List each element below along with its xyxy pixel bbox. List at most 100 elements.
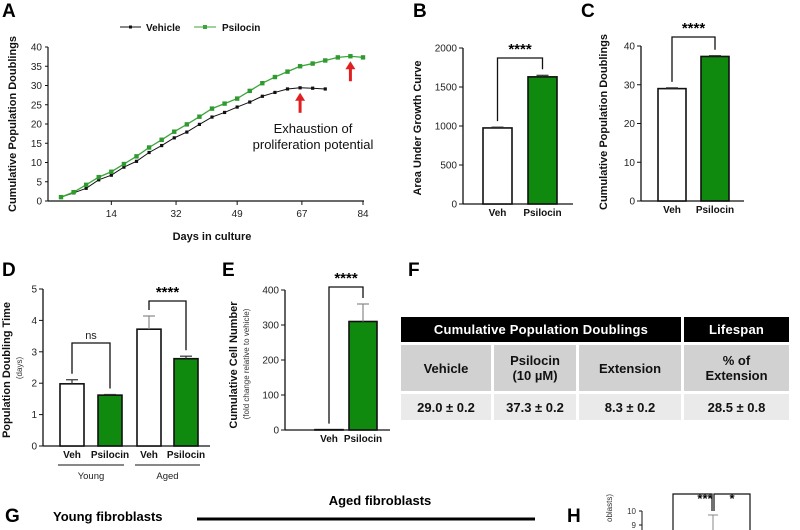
table-header-row: Cumulative Population Doublings Lifespan xyxy=(401,317,789,342)
table-cell: 28.5 ± 0.8 xyxy=(684,394,789,420)
panelD-ytick-label: 3 xyxy=(31,347,37,358)
table-col-psilocin: Psilocin (10 µM) xyxy=(494,345,576,391)
panel-a-ytick-label: 35 xyxy=(31,62,43,73)
panelE-ytick-label: 100 xyxy=(262,391,279,402)
panelD-significance-bracket xyxy=(71,342,111,389)
data-point-psilocin xyxy=(222,101,227,106)
data-point-psilocin xyxy=(83,182,89,188)
panelB-ytick-label: 0 xyxy=(451,200,457,211)
data-point-vehicle xyxy=(185,130,189,134)
panelC-bar-veh xyxy=(657,87,687,202)
col-label: Vehicle xyxy=(423,360,469,376)
panel-h-ytick-10: 10 xyxy=(627,507,636,516)
panelD-category-label: Veh xyxy=(63,450,81,461)
panelC-bar-psilocin xyxy=(700,55,730,202)
data-point-vehicle xyxy=(172,136,176,140)
panel-g: Young fibroblasts Aged fibroblasts xyxy=(53,493,535,524)
panelC-category-label: Psilocin xyxy=(696,205,734,216)
panel-letter-h: H xyxy=(567,506,581,527)
panel-a-ylabel: Cumulative Population Doublings xyxy=(7,36,19,212)
panelE-bar-psilocin xyxy=(348,320,378,431)
panel-letter-b: B xyxy=(413,1,427,22)
data-point-psilocin xyxy=(197,114,202,119)
panel-e-ylabel: Cumulative Cell Number xyxy=(228,301,240,429)
panelB-category-label: Veh xyxy=(489,208,507,219)
panelE-significance-label: **** xyxy=(334,270,358,287)
panelC-ytick-label: 0 xyxy=(629,197,635,208)
panelB-ytick-label: 500 xyxy=(440,161,457,172)
panelB-bar-veh xyxy=(482,127,513,205)
aged-fibroblasts-label: Aged fibroblasts xyxy=(329,493,432,508)
panelE-ytick-label: 200 xyxy=(262,356,279,367)
data-point-vehicle xyxy=(122,165,126,169)
panel-b-ylabel: Area Under Growth Curve xyxy=(412,60,424,195)
panelB-bar-psilocin xyxy=(527,76,558,205)
data-point-vehicle xyxy=(210,115,214,119)
panel-letter-f: F xyxy=(408,260,420,281)
panelC-category-label: Veh xyxy=(663,205,681,216)
data-point-psilocin xyxy=(360,55,366,60)
panel-h-sig-2: * xyxy=(729,491,735,506)
series-line-vehicle xyxy=(60,87,326,198)
young-fibroblasts-label: Young fibroblasts xyxy=(53,509,163,524)
panelD-significance-bracket xyxy=(148,300,187,351)
panel-d-ylabel: Population Doubling Time xyxy=(1,302,13,438)
data-point-psilocin xyxy=(335,55,341,60)
panel-h-ytick-9: 9 xyxy=(632,521,637,530)
data-point-psilocin xyxy=(172,129,177,134)
data-point-vehicle xyxy=(298,86,302,90)
data-point-vehicle xyxy=(160,143,164,148)
red-arrow-icon xyxy=(345,61,356,70)
panel-d-bar-chart: Population Doubling Time (days) 0 1 2 3 4 5 Ve… xyxy=(1,284,210,482)
panel-b-bar-chart: Area Under Growth Curve 0 500 1000 1500 2000… xyxy=(412,41,573,219)
table-cell: 29.0 ± 0.2 xyxy=(401,394,491,420)
panel-a-xtick-label: 49 xyxy=(232,209,244,220)
data-point-psilocin xyxy=(310,61,315,66)
panelE-category-label: Veh xyxy=(320,434,338,445)
panelD-significance-label: ns xyxy=(85,330,97,342)
panel-a-line-chart: Cumulative Population Doublings Days in … xyxy=(7,23,373,243)
col-label-sub: (10 µM) xyxy=(512,368,558,383)
data-point-psilocin xyxy=(348,54,353,59)
data-point-vehicle xyxy=(311,86,315,90)
panel-letter-a: A xyxy=(2,1,16,22)
panelE-ytick-label: 0 xyxy=(273,426,279,437)
data-point-psilocin xyxy=(247,88,252,94)
panel-a-ytick-label: 20 xyxy=(31,120,43,131)
data-point-psilocin xyxy=(234,96,240,101)
panel-a-xlabel: Days in culture xyxy=(173,231,252,243)
data-point-psilocin xyxy=(96,174,101,180)
data-point-vehicle xyxy=(285,87,290,91)
data-point-psilocin xyxy=(209,106,215,111)
panel-a-ytick-label: 30 xyxy=(31,81,43,92)
panel-h-sig-1: *** xyxy=(697,491,713,506)
panelD-ytick-label: 0 xyxy=(31,442,37,453)
table-header-cpd: Cumulative Population Doublings xyxy=(401,317,681,342)
panelE-category-label: Psilocin xyxy=(344,434,382,445)
legend-psilocin-label: Psilocin xyxy=(222,23,260,34)
data-point-vehicle xyxy=(109,173,113,177)
table-header-lifespan: Lifespan xyxy=(684,317,789,342)
panelB-category-label: Psilocin xyxy=(523,208,561,219)
panelE-ytick-label: 300 xyxy=(262,321,279,332)
table-cell: 8.3 ± 0.2 xyxy=(579,394,681,420)
data-point-vehicle xyxy=(84,186,88,190)
panelB-ytick-label: 1500 xyxy=(435,83,458,94)
panelD-category-label: Psilocin xyxy=(91,450,129,461)
panel-d-ylabel-sub: (days) xyxy=(15,357,24,380)
panel-a-ytick-label: 15 xyxy=(31,139,43,150)
panel-a-ytick-label: 40 xyxy=(31,43,43,54)
col-label: Psilocin xyxy=(510,353,560,368)
panelE-significance-bracket xyxy=(328,286,364,424)
data-point-psilocin xyxy=(323,58,328,63)
table-col-extension: Extension xyxy=(579,345,681,391)
panel-a-xtick-label: 14 xyxy=(106,209,118,220)
table-col-pct-extension: % of Extension xyxy=(684,345,789,391)
panel-letter-c: C xyxy=(581,1,595,22)
panelC-ytick-label: 30 xyxy=(624,80,636,91)
panel-f-table: Cumulative Population Doublings Lifespan… xyxy=(398,314,792,423)
panelD-bar-psilocin xyxy=(173,357,199,447)
legend-vehicle-marker xyxy=(129,25,132,29)
data-point-vehicle xyxy=(323,87,327,91)
panelC-ytick-label: 40 xyxy=(624,42,636,53)
